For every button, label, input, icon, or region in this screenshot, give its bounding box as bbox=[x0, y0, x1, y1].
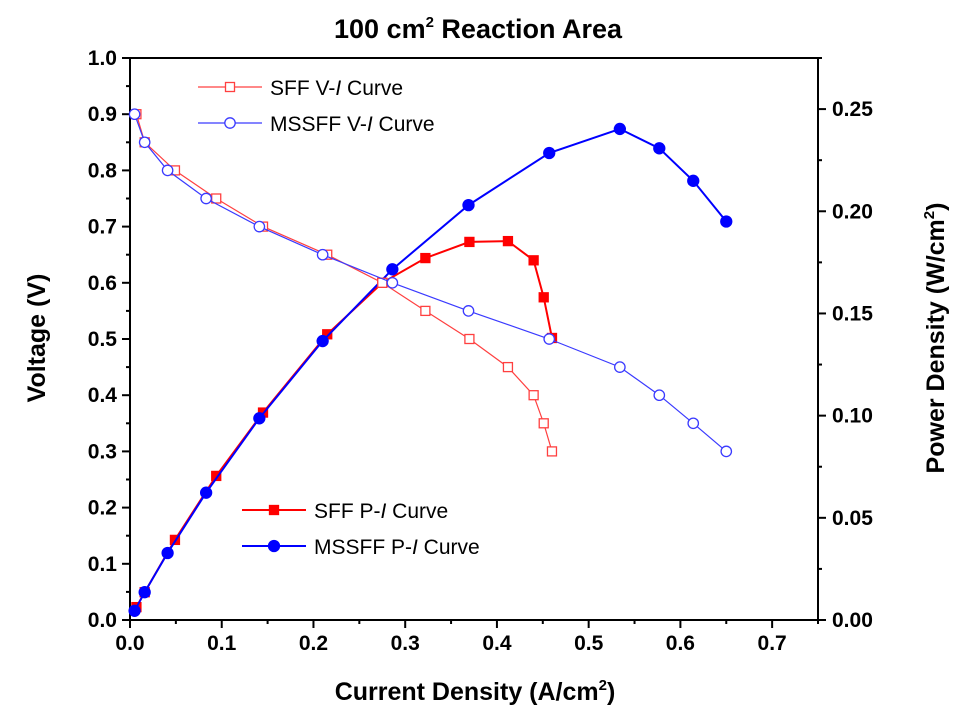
data-point bbox=[546, 446, 558, 457]
y-right-tick-label: 0.05 bbox=[832, 507, 873, 530]
data-point bbox=[316, 248, 329, 261]
legend-item: MSSFF V-I Curve bbox=[198, 113, 435, 136]
data-point bbox=[253, 412, 266, 425]
legend-marker bbox=[267, 539, 281, 553]
data-point bbox=[462, 198, 475, 212]
y-left-tick-label: 0.8 bbox=[88, 159, 118, 182]
y-left-tick-label: 1.0 bbox=[88, 47, 117, 70]
y-left-tick-label: 0.9 bbox=[88, 103, 117, 126]
data-point bbox=[687, 174, 700, 187]
legend-item: SFF P-I Curve bbox=[242, 500, 448, 523]
data-point bbox=[128, 108, 141, 121]
data-point bbox=[138, 586, 151, 599]
data-point bbox=[464, 236, 475, 248]
data-point bbox=[138, 136, 151, 149]
data-point bbox=[211, 470, 222, 482]
y-left-tick-label: 0.7 bbox=[88, 216, 117, 239]
data-point bbox=[386, 276, 399, 289]
legend-label: SFF P-I Curve bbox=[314, 500, 448, 523]
data-point bbox=[128, 604, 141, 617]
data-point bbox=[653, 142, 666, 155]
y-left-axis: 0.0 0.1 0.2 0.3 0.4 0.5 0.6 0.7 0.8 0.9 1.0 bbox=[88, 47, 130, 632]
legend-marker bbox=[224, 117, 236, 129]
data-point bbox=[199, 486, 213, 499]
data-point bbox=[462, 305, 475, 317]
data-point bbox=[161, 546, 174, 560]
legend-marker bbox=[268, 504, 280, 516]
data-point bbox=[464, 333, 475, 345]
y-right-axis-title: Power Density (W/cm2) bbox=[921, 203, 950, 474]
y-right-tick-label: 0.25 bbox=[832, 98, 873, 121]
legend-layer: SFF V-I Curve MSSFF V-I Curve SFF P-I Curv… bbox=[198, 77, 480, 559]
data-point bbox=[253, 220, 266, 233]
legend-label: MSSFF V-I Curve bbox=[270, 113, 435, 136]
y-left-tick-label: 0.0 bbox=[88, 609, 117, 632]
x-tick-label: 0.1 bbox=[207, 632, 237, 655]
series-1 bbox=[128, 108, 733, 458]
y-right-tick-label: 0.15 bbox=[832, 302, 873, 325]
legend-marker bbox=[224, 81, 236, 93]
data-point bbox=[316, 334, 329, 348]
data-point bbox=[613, 122, 627, 136]
y-left-tick-label: 0.5 bbox=[88, 328, 118, 351]
y-left-tick-label: 0.6 bbox=[88, 272, 117, 295]
data-point bbox=[720, 215, 733, 228]
data-point bbox=[720, 445, 733, 458]
x-axis: 0.0 0.1 0.2 0.3 0.4 0.5 0.6 0.7 bbox=[115, 620, 819, 655]
x-tick-label: 0.6 bbox=[666, 632, 695, 655]
x-tick-label: 0.5 bbox=[574, 632, 604, 655]
legend-1: SFF P-I Curve MSSFF P-I Curve bbox=[242, 500, 480, 559]
data-point bbox=[420, 252, 431, 264]
data-point bbox=[200, 192, 212, 205]
data-point bbox=[653, 389, 666, 402]
data-point bbox=[687, 417, 700, 430]
legend-label: MSSFF P-I Curve bbox=[314, 536, 480, 559]
y-left-tick-label: 0.1 bbox=[88, 553, 118, 576]
x-axis-title: Current Density (A/cm2) bbox=[335, 677, 616, 706]
y-right-tick-label: 0.10 bbox=[832, 405, 873, 428]
x-tick-label: 0.7 bbox=[758, 632, 787, 655]
series-0 bbox=[131, 109, 558, 457]
data-point bbox=[528, 390, 539, 401]
x-tick-label: 0.0 bbox=[115, 632, 144, 655]
data-point bbox=[386, 263, 399, 276]
y-left-axis-title: Voltage (V) bbox=[23, 274, 51, 403]
y-left-tick-label: 0.3 bbox=[88, 440, 117, 463]
legend-item: SFF V-I Curve bbox=[198, 77, 403, 100]
data-point bbox=[420, 305, 431, 317]
x-tick-label: 0.4 bbox=[482, 632, 512, 655]
data-point bbox=[614, 361, 626, 373]
chart-title: 100 cm2 Reaction Area bbox=[334, 14, 623, 44]
series-line bbox=[135, 114, 553, 452]
data-point bbox=[543, 333, 556, 345]
data-point bbox=[161, 164, 174, 177]
series-line bbox=[134, 113, 727, 452]
legend-item: MSSFF P-I Curve bbox=[242, 536, 480, 559]
x-tick-label: 0.2 bbox=[299, 632, 328, 655]
data-point bbox=[502, 361, 514, 373]
data-point bbox=[538, 292, 549, 303]
y-right-axis: 0.00 0.05 0.10 0.15 0.20 0.25 bbox=[818, 57, 873, 632]
y-left-tick-label: 0.4 bbox=[88, 384, 118, 407]
data-point bbox=[538, 418, 549, 429]
legend-0: SFF V-I Curve MSSFF V-I Curve bbox=[198, 77, 435, 136]
series-3 bbox=[128, 122, 733, 617]
series-layer bbox=[128, 108, 733, 617]
data-point bbox=[543, 146, 556, 160]
y-right-tick-label: 0.00 bbox=[832, 609, 873, 632]
data-point bbox=[502, 235, 514, 247]
y-right-tick-label: 0.20 bbox=[832, 200, 873, 223]
data-point bbox=[528, 255, 539, 266]
legend-label: SFF V-I Curve bbox=[270, 77, 403, 100]
y-left-tick-label: 0.2 bbox=[88, 497, 117, 520]
x-tick-label: 0.3 bbox=[391, 632, 420, 655]
